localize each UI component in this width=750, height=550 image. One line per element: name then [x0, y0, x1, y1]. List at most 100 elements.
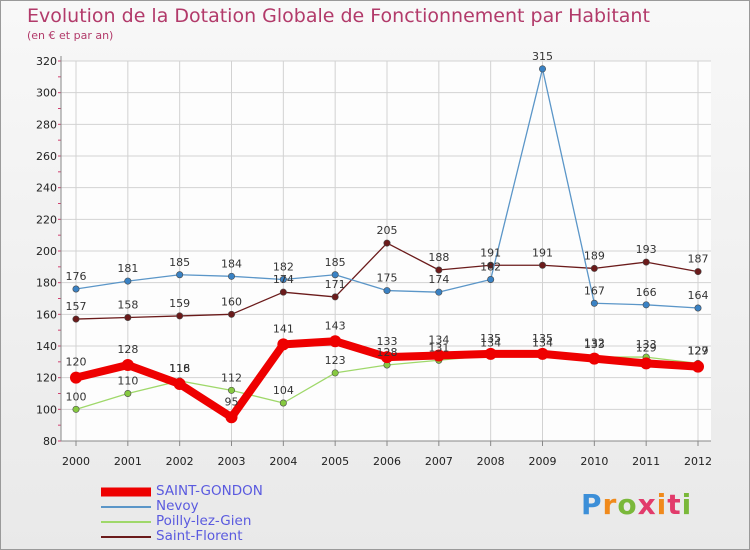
y-tick-label-260: 260	[36, 150, 57, 163]
data-label-saint-florent-2008: 191	[480, 246, 501, 259]
logo-letter: x	[637, 488, 657, 521]
point-saint-gondon-2004	[277, 338, 290, 351]
legend-label-saint-florent: Saint-Florent	[156, 528, 243, 544]
data-label-nevoy-2005: 185	[325, 256, 346, 269]
data-label-saint-florent-2005: 171	[325, 278, 346, 291]
data-label-saint-florent-2006: 205	[377, 224, 398, 237]
data-label-nevoy-2003: 184	[221, 257, 242, 270]
x-tick-label-2000: 2000	[62, 455, 90, 468]
point-saint-gondon-2002	[173, 378, 186, 390]
logo-letter: r	[602, 488, 618, 521]
data-label-saint-gondon-2002: 116	[169, 362, 190, 375]
logo-letter: o	[617, 488, 638, 521]
x-tick-label-2005: 2005	[321, 455, 349, 468]
data-label-saint-florent-2007: 188	[428, 251, 449, 264]
proxiti-logo: Proxiti	[581, 488, 692, 521]
y-tick-label-240: 240	[36, 182, 57, 195]
point-saint-gondon-2000	[70, 371, 82, 384]
data-label-saint-florent-2004: 174	[273, 273, 294, 286]
x-tick-label-2006: 2006	[373, 455, 401, 468]
x-tick-label-2003: 2003	[218, 455, 246, 468]
data-label-saint-gondon-2008: 135	[480, 332, 501, 345]
data-label-saint-florent-2011: 193	[636, 243, 657, 256]
point-saint-gondon-2008	[484, 347, 497, 360]
x-tick-label-2008: 2008	[477, 455, 505, 468]
legend-item-nevoy: Nevoy	[101, 498, 361, 514]
point-saint-florent-2003	[228, 310, 236, 318]
point-poilly-lez-gien-2003	[228, 386, 236, 394]
y-tick-label-80: 80	[43, 435, 57, 448]
data-label-poilly-lez-gien-2003: 112	[221, 371, 242, 384]
data-label-nevoy-2004: 182	[273, 261, 294, 274]
legend-label-poilly-lez-gien: Poilly-lez-Gien	[156, 513, 252, 529]
point-nevoy-2008	[487, 275, 495, 283]
point-saint-florent-2009	[538, 261, 546, 269]
point-saint-florent-2007	[435, 266, 443, 274]
y-tick-label-300: 300	[36, 87, 57, 100]
y-tick-label-180: 180	[36, 277, 57, 290]
x-tick-label-2012: 2012	[684, 455, 712, 468]
data-label-saint-gondon-2011: 129	[636, 341, 657, 354]
point-nevoy-2010	[590, 299, 598, 307]
point-poilly-lez-gien-2004	[279, 399, 287, 407]
legend-swatch-poilly-lez-gien	[101, 520, 151, 523]
data-label-nevoy-2012: 164	[688, 289, 709, 302]
point-nevoy-2012	[694, 304, 702, 312]
point-saint-florent-2011	[642, 258, 650, 266]
data-label-poilly-lez-gien-2000: 100	[66, 390, 87, 403]
point-saint-gondon-2010	[588, 352, 601, 365]
point-nevoy-2005	[331, 271, 339, 279]
data-label-nevoy-2001: 181	[117, 262, 138, 275]
data-label-saint-gondon-2005: 143	[325, 319, 346, 332]
point-saint-gondon-2007	[432, 349, 445, 362]
data-label-saint-florent-2003: 160	[221, 295, 242, 308]
data-label-poilly-lez-gien-2011: 133	[636, 338, 657, 351]
y-tick-label-220: 220	[36, 213, 57, 226]
legend-item-saint-florent: Saint-Florent	[101, 528, 361, 544]
data-label-saint-gondon-2006: 133	[377, 335, 398, 348]
point-saint-gondon-2012	[692, 360, 704, 373]
y-tick-label-140: 140	[36, 340, 57, 353]
point-saint-florent-2001	[124, 313, 132, 321]
y-tick-label-120: 120	[36, 372, 57, 385]
point-saint-gondon-2005	[329, 335, 342, 348]
point-saint-florent-2002	[176, 312, 184, 320]
logo-letter: i	[681, 488, 693, 521]
legend-swatch-saint-florent	[101, 535, 151, 538]
x-tick-label-2002: 2002	[166, 455, 194, 468]
legend-label-saint-gondon: SAINT-GONDON	[156, 483, 263, 499]
data-label-poilly-lez-gien-2002: 118	[169, 362, 190, 375]
data-label-saint-florent-2010: 189	[584, 249, 605, 262]
x-tick-label-2001: 2001	[114, 455, 142, 468]
point-saint-florent-2000	[72, 315, 80, 323]
point-nevoy-2003	[228, 272, 236, 280]
data-label-poilly-lez-gien-2010: 133	[584, 338, 605, 351]
data-label-saint-gondon-2001: 128	[117, 343, 138, 356]
data-label-poilly-lez-gien-2006: 128	[377, 346, 398, 359]
legend-item-poilly-lez-gien: Poilly-lez-Gien	[101, 513, 361, 529]
data-label-saint-florent-2009: 191	[532, 246, 553, 259]
data-label-nevoy-2010: 167	[584, 284, 605, 297]
chart-subtitle: (en € et par an)	[27, 29, 114, 42]
point-nevoy-2009	[538, 65, 546, 73]
data-label-nevoy-2000: 176	[66, 270, 87, 283]
point-saint-gondon-2003	[225, 411, 238, 424]
data-label-saint-gondon-2007: 134	[428, 334, 449, 347]
point-saint-gondon-2006	[381, 351, 393, 364]
y-tick-label-200: 200	[36, 245, 57, 258]
x-tick-label-2011: 2011	[632, 455, 660, 468]
data-label-poilly-lez-gien-2008: 134	[480, 337, 501, 350]
data-label-saint-florent-2002: 159	[169, 297, 190, 310]
data-label-saint-gondon-2010: 132	[584, 337, 605, 350]
data-label-poilly-lez-gien-2001: 110	[117, 375, 138, 388]
y-tick-label-160: 160	[36, 308, 57, 321]
data-label-saint-florent-2000: 157	[66, 300, 87, 313]
point-nevoy-2006	[383, 287, 391, 295]
point-poilly-lez-gien-2005	[331, 369, 339, 377]
data-label-saint-gondon-2000: 120	[66, 356, 87, 369]
x-tick-label-2004: 2004	[269, 455, 297, 468]
y-tick-label-280: 280	[36, 118, 57, 131]
legend-swatch-saint-gondon	[101, 487, 151, 496]
